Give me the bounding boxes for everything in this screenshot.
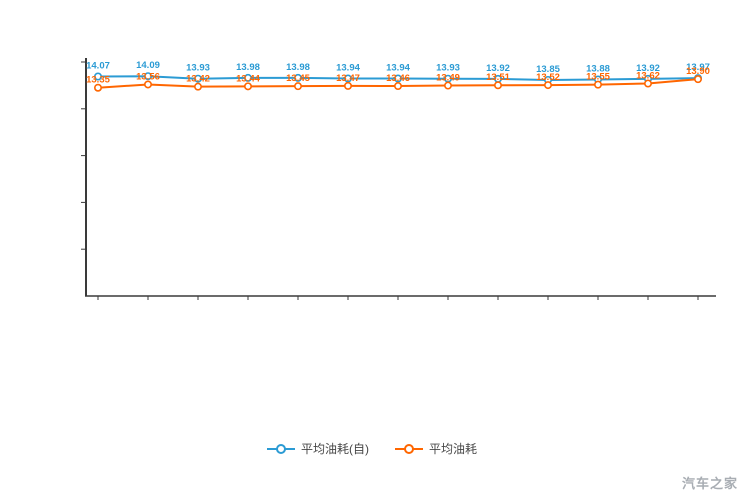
point-label: 13.94 <box>386 63 410 74</box>
point-label: 13.56 <box>136 71 160 82</box>
data-point <box>343 81 352 90</box>
point-label: 13.90 <box>686 66 710 77</box>
point-label: 14.07 <box>86 61 110 72</box>
data-point <box>244 73 253 82</box>
point-label: 13.93 <box>186 63 210 74</box>
data-point <box>393 82 402 91</box>
point-label: 13.46 <box>386 73 410 84</box>
point-label: 13.98 <box>236 62 260 73</box>
point-label: 13.45 <box>286 73 310 84</box>
data-point <box>343 74 352 83</box>
data-point <box>693 75 702 84</box>
data-point <box>94 83 103 92</box>
data-point <box>593 80 602 89</box>
point-label: 13.44 <box>236 73 260 84</box>
line-chart-canvas: 14.07 14.09 13.93 13.98 13.98 13.94 13.94 13.93… <box>81 58 716 300</box>
data-point <box>443 81 452 90</box>
point-label: 13.55 <box>586 72 610 83</box>
legend-label: 平均油耗(自) <box>300 442 369 456</box>
point-label: 13.97 <box>686 62 710 73</box>
chart-legend: 平均油耗(自) 平均油耗 <box>0 440 744 457</box>
point-label: 13.88 <box>586 63 610 74</box>
data-point <box>393 74 402 83</box>
point-label: 13.47 <box>336 73 360 84</box>
point-label: 13.92 <box>486 63 510 74</box>
data-point <box>144 72 153 81</box>
point-label: 13.49 <box>436 73 460 84</box>
point-label: 13.94 <box>336 63 360 74</box>
point-label: 13.93 <box>436 63 460 74</box>
legend-item-0[interactable]: 平均油耗(自) <box>266 440 369 457</box>
data-point <box>293 82 302 91</box>
point-label: 13.98 <box>286 62 310 73</box>
watermark-autohome: 汽车之家 <box>681 476 738 491</box>
legend-marker-icon <box>266 443 295 454</box>
data-point <box>94 72 103 81</box>
point-label: 13.51 <box>486 72 510 83</box>
fuel-consumption-chart: 14.07 14.09 13.93 13.98 13.98 13.94 13.94 13.93… <box>81 58 716 300</box>
point-label: 13.62 <box>636 71 660 82</box>
legend-label: 平均油耗 <box>428 442 477 456</box>
point-label: 13.52 <box>536 72 560 83</box>
data-point <box>293 73 302 82</box>
data-point <box>244 82 253 91</box>
point-label: 14.09 <box>136 60 160 71</box>
point-label: 13.35 <box>86 75 110 86</box>
point-label: 13.85 <box>536 64 560 75</box>
legend-marker-icon <box>394 443 423 454</box>
point-label: 13.42 <box>186 74 210 85</box>
data-point <box>144 80 153 89</box>
data-point <box>643 79 652 88</box>
data-point <box>194 82 203 91</box>
legend-item-1[interactable]: 平均油耗 <box>394 440 477 457</box>
data-point <box>493 81 502 90</box>
data-point <box>543 81 552 90</box>
point-label: 13.92 <box>636 63 660 74</box>
data-point <box>194 74 203 83</box>
